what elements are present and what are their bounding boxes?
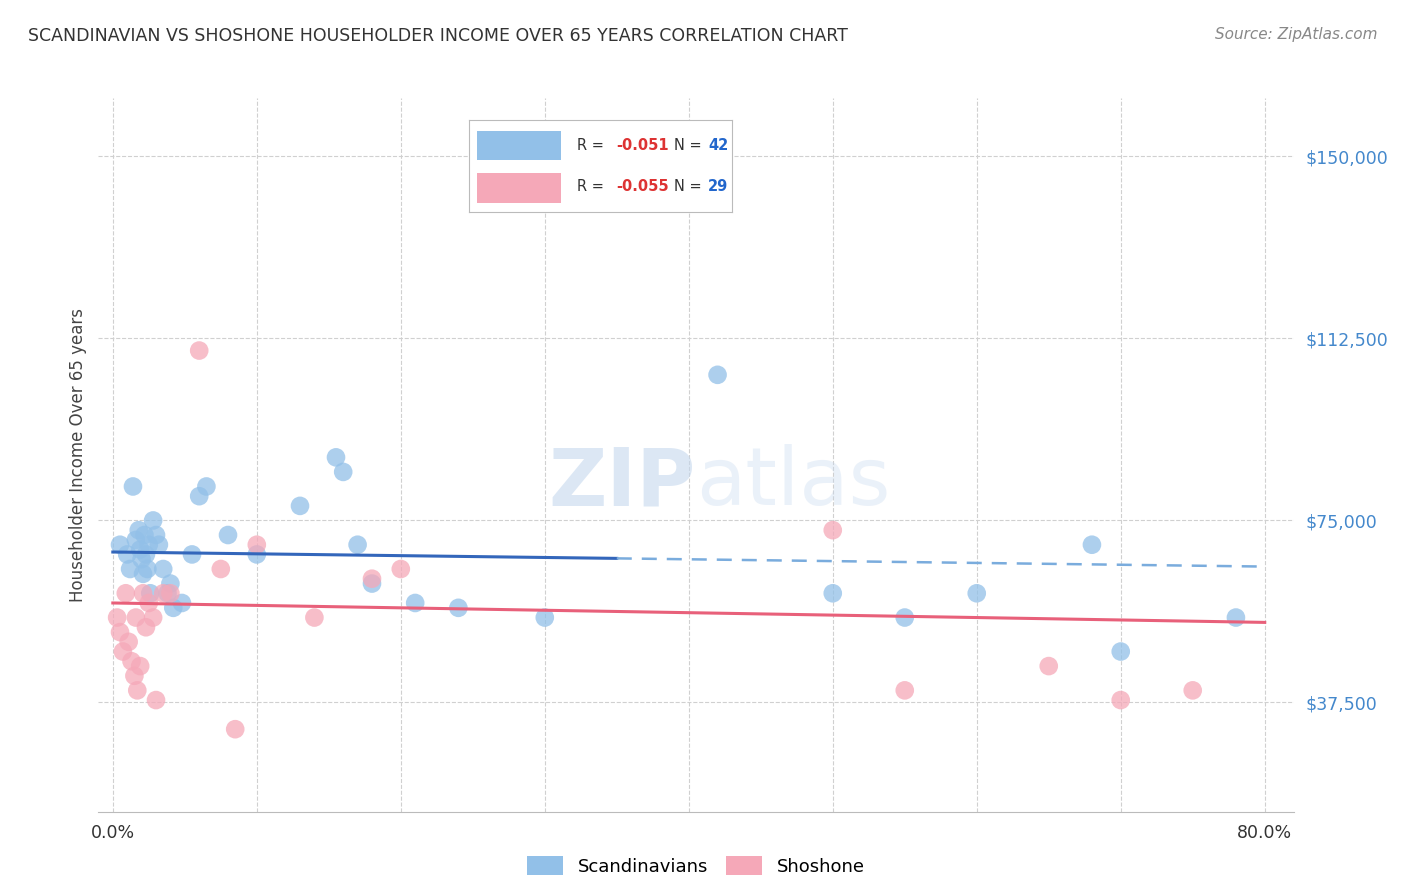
Point [325,450,347,465]
Point [1038,659,1060,673]
Legend: Scandinavians, Shoshone: Scandinavians, Shoshone [519,847,873,885]
Point [181,548,204,562]
Point [142,610,165,624]
Point [105,610,128,624]
Point [125,533,148,547]
Point [1181,683,1204,698]
Point [135,548,157,562]
Point [1109,644,1132,658]
Point [132,586,155,600]
Point [152,562,174,576]
Point [131,552,153,566]
Point [209,562,232,576]
Point [162,600,184,615]
Point [120,562,142,576]
Point [128,523,150,537]
Point [821,586,844,600]
Point [195,479,218,493]
Point [821,523,844,537]
Point [129,659,152,673]
Point [124,669,146,683]
Y-axis label: Householder Income Over 65 years: Householder Income Over 65 years [69,308,87,602]
Text: Source: ZipAtlas.com: Source: ZipAtlas.com [1215,27,1378,42]
Point [159,586,181,600]
Point [893,683,915,698]
Point [145,693,167,707]
Point [332,465,354,479]
Point [129,542,152,557]
Point [966,586,988,600]
Point [145,528,167,542]
Point [246,538,269,552]
Point [706,368,728,382]
Point [361,572,384,586]
Point [159,576,181,591]
Point [108,625,131,640]
Point [152,586,174,600]
Point [188,343,211,358]
Point [135,620,157,634]
Point [125,610,148,624]
Point [893,610,915,624]
Point [188,489,211,503]
Point [217,528,239,542]
Point [224,722,246,736]
Point [1109,693,1132,707]
Point [132,566,155,581]
Point [404,596,426,610]
Point [246,548,269,562]
Point [121,654,143,668]
Point [134,528,156,542]
Point [118,635,141,649]
Point [136,562,159,576]
Point [138,538,160,552]
Point [111,644,134,658]
Point [533,610,555,624]
Point [346,538,368,552]
Point [139,586,162,600]
Point [447,600,470,615]
Point [115,548,138,562]
Point [148,538,170,552]
Point [1081,538,1104,552]
Point [170,596,193,610]
Point [389,562,412,576]
Point [156,586,179,600]
Point [304,610,326,624]
Point [138,596,160,610]
Point [361,576,384,591]
Point [114,586,136,600]
Text: SCANDINAVIAN VS SHOSHONE HOUSEHOLDER INCOME OVER 65 YEARS CORRELATION CHART: SCANDINAVIAN VS SHOSHONE HOUSEHOLDER INC… [28,27,848,45]
Text: ZIP: ZIP [548,444,696,523]
Point [108,538,131,552]
Point [142,513,165,527]
Point [288,499,311,513]
Point [127,683,149,698]
Text: atlas: atlas [696,444,890,523]
Point [122,479,145,493]
Point [1225,610,1247,624]
